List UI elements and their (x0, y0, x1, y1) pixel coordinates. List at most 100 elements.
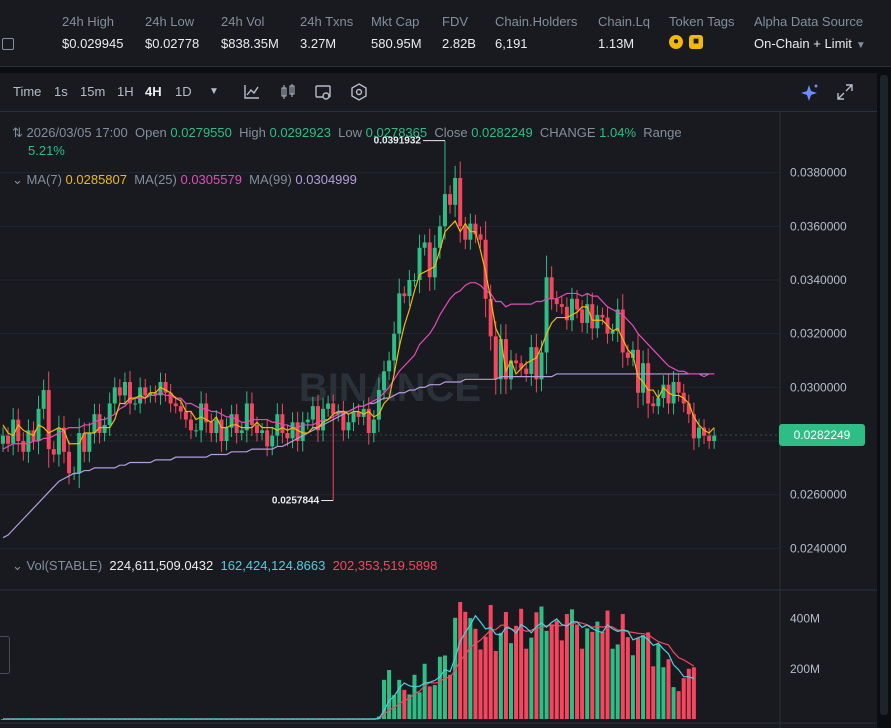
stat-value: 2.82B (442, 36, 476, 51)
volume-bar (473, 628, 478, 719)
volume-bar (641, 635, 646, 719)
candle-body (641, 363, 646, 393)
candle-body (249, 403, 254, 425)
candle-body (544, 277, 549, 353)
scrollbar-thumb[interactable] (880, 75, 888, 715)
candle-body (143, 387, 148, 396)
fullscreen-icon[interactable] (836, 83, 854, 101)
volume-axis-tick: 400M (790, 612, 820, 626)
ma25-line (2, 282, 715, 450)
candle-body (67, 451, 72, 474)
vol-value: 224,611,509.0432 (109, 558, 214, 573)
vol-chevron-icon[interactable]: ⌄ (12, 558, 23, 573)
candle-body (519, 363, 524, 369)
candle-body (270, 435, 275, 447)
square-tag-icon[interactable]: ■ (689, 35, 703, 49)
candle-body (651, 403, 656, 407)
ma7-label: MA(7) (26, 172, 62, 187)
indicator-line-icon[interactable] (243, 83, 261, 101)
candle-body (173, 403, 178, 407)
stat-24h-vol: 24h Vol $838.35M (221, 14, 279, 51)
stat-label: 24h Low (145, 14, 195, 29)
candle-body (636, 349, 640, 393)
volume-bar (529, 637, 534, 719)
settings-small-icon[interactable]: ⇅ (12, 125, 23, 140)
interval-15m[interactable]: 15m (80, 84, 106, 99)
volume-legend: ⌄ Vol(STABLE) 224,611,509.0432 162,424,1… (12, 558, 437, 574)
candle-body (432, 247, 437, 278)
candle-body (244, 403, 249, 431)
candle-body (524, 368, 529, 374)
gear-icon[interactable] (350, 83, 368, 101)
ohlc-date: 2026/03/05 17:00 (26, 125, 128, 140)
candlestick-type-icon[interactable] (279, 83, 297, 101)
stat-value: $0.02778 (145, 36, 200, 51)
copy-icon[interactable] (2, 38, 14, 50)
interval-1d[interactable]: 1D (175, 84, 192, 99)
candle-body (56, 427, 61, 455)
range-label: Range (643, 125, 682, 140)
candle-body (417, 247, 422, 280)
candle-body (148, 392, 153, 396)
volume-bar (559, 640, 564, 719)
volume-bar (503, 612, 508, 719)
data-source-value[interactable]: On-Chain + Limit (754, 36, 852, 51)
candle-body (265, 430, 270, 447)
vol-label: Vol(STABLE) (26, 558, 103, 573)
candle-body (310, 406, 315, 420)
candle-body (676, 382, 681, 393)
price-chart[interactable]: BINANCE 0.0391932 0.0257844 0.0380000 0.03… (0, 111, 877, 728)
chart-toolbar: Time 1s 15m 1H 4H 1D ▼ (0, 73, 877, 112)
candle-body (615, 309, 620, 331)
volume-bar (651, 666, 656, 719)
stat-label: Chain.Lq (598, 14, 651, 29)
interval-1h[interactable]: 1H (117, 84, 134, 99)
candle-body (87, 433, 92, 452)
low-value: 0.0278365 (365, 125, 428, 140)
collapse-tab[interactable] (0, 636, 10, 674)
volume-bar (493, 650, 498, 719)
candle-body (620, 309, 625, 353)
candle-body (285, 433, 290, 439)
volume-bar (448, 674, 453, 719)
ai-sparkle-icon[interactable] (800, 83, 820, 101)
volume-bar (514, 625, 519, 719)
chart-settings-icon[interactable] (314, 83, 332, 101)
candle-body (219, 419, 224, 442)
candle-body (158, 382, 163, 396)
change-value: 1.04% (599, 125, 637, 140)
bulb-icon[interactable]: ● (669, 35, 683, 49)
candle-body (503, 339, 508, 380)
chevron-down-icon[interactable]: ▼ (855, 40, 866, 51)
candle-body (280, 414, 285, 433)
stat-data-source[interactable]: Alpha Data Source On-Chain + Limit ▼ (754, 14, 866, 51)
volume-bar (590, 631, 595, 719)
candle-body (46, 390, 51, 450)
volume-bar (676, 691, 681, 719)
price-axis-tick: 0.0380000 (790, 166, 847, 180)
more-intervals-chevron-icon[interactable]: ▼ (209, 86, 219, 97)
price-axis-tick: 0.0340000 (790, 273, 847, 287)
right-scrollbar[interactable] (877, 73, 891, 728)
candle-body (183, 411, 188, 420)
volume-bar (524, 648, 529, 719)
candle-body (580, 309, 585, 323)
candle-body (564, 306, 569, 321)
stat-chain-holders: Chain.Holders 6,191 (495, 14, 577, 51)
volume-ma10-line (3, 621, 695, 720)
volume-bar (397, 679, 402, 719)
volume-bar (666, 659, 671, 719)
ma-chevron-icon[interactable]: ⌄ (12, 172, 23, 187)
candle-body (666, 384, 671, 404)
stat-label: Alpha Data Source (754, 14, 864, 29)
candle-body (422, 242, 427, 248)
volume-bar (519, 608, 524, 719)
close-label: Close (434, 125, 468, 140)
candle-body (712, 435, 717, 442)
interval-1s[interactable]: 1s (54, 84, 68, 99)
candle-body (661, 384, 666, 399)
interval-4h[interactable]: 4H (145, 84, 162, 99)
vol-ma2-value: 202,353,519.5898 (332, 558, 438, 573)
candle-body (214, 419, 219, 433)
low-label: Low (338, 125, 363, 140)
